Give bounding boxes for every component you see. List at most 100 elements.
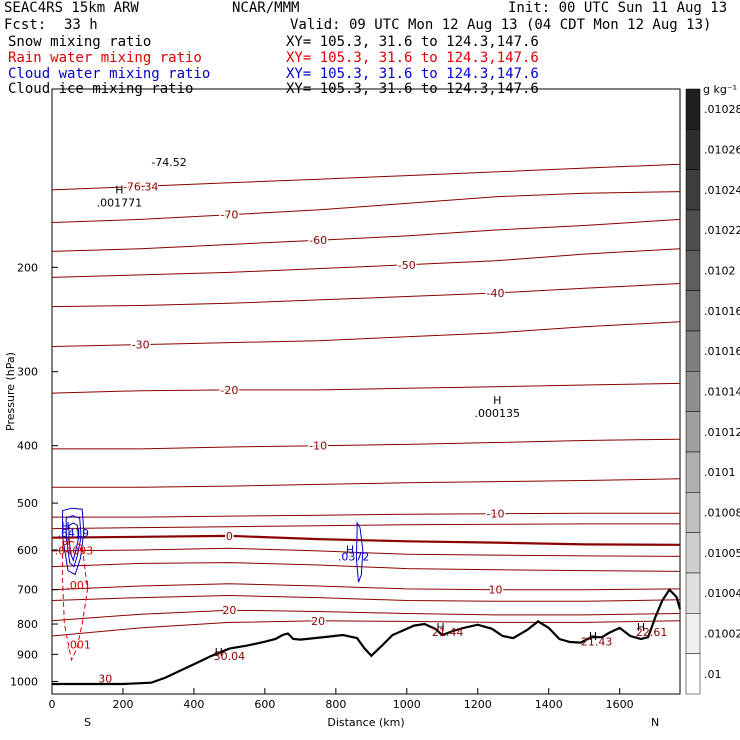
cloud-water-contour bbox=[62, 507, 85, 576]
north-endpoint-label: N bbox=[651, 716, 659, 729]
y-tick-label: 600 bbox=[17, 544, 38, 557]
contour-annotation: .6419 bbox=[58, 527, 90, 540]
x-tick-label: 1600 bbox=[606, 698, 634, 711]
isotherm-label: -60 bbox=[309, 234, 327, 247]
field-rain-xy: XY= 105.3, 31.6 to 124.3,147.6 bbox=[286, 50, 539, 66]
isotherm-label: -10 bbox=[487, 508, 505, 521]
isotherm-label: -40 bbox=[487, 287, 505, 300]
contour-annotation: -74.52 bbox=[151, 156, 186, 169]
colorbar-segment bbox=[685, 492, 701, 533]
isotherm-label: 20 bbox=[222, 604, 236, 617]
field-rain-name: Rain water mixing ratio bbox=[8, 50, 202, 66]
isotherm-label: -20 bbox=[220, 384, 238, 397]
colorbar-segment bbox=[685, 169, 701, 211]
forecast-hours: 33 h bbox=[64, 17, 98, 33]
contour-annotation: .001 bbox=[66, 639, 91, 652]
cloud-water-contour bbox=[355, 521, 364, 583]
colorbar-segment bbox=[685, 532, 701, 574]
isotherm-label: 10 bbox=[489, 584, 503, 597]
isotherm-line bbox=[51, 382, 681, 394]
y-tick-label: 200 bbox=[17, 261, 38, 274]
colorbar-segment bbox=[685, 250, 701, 291]
isotherm-line bbox=[51, 248, 681, 278]
isotherm-line bbox=[52, 478, 681, 488]
contour-annotation: .0372 bbox=[338, 551, 370, 564]
contour-annotation: H bbox=[346, 543, 354, 556]
isotherm-label: 20 bbox=[311, 615, 325, 628]
isotherm-line bbox=[51, 523, 680, 530]
contour-annotation: H bbox=[115, 183, 123, 196]
isotherm-line bbox=[51, 620, 681, 637]
y-tick-label: 300 bbox=[17, 366, 38, 379]
isotherm-label: -10 bbox=[309, 440, 327, 453]
colorbar-segment bbox=[685, 371, 701, 412]
y-tick-label: 500 bbox=[17, 497, 38, 510]
org-label: NCAR/MMM bbox=[232, 0, 300, 16]
colorbar-label: .01016 bbox=[704, 305, 740, 318]
valid-time: Valid: 09 UTC Mon 12 Aug 13 (04 CDT Mon … bbox=[290, 17, 712, 33]
rain-water-contour bbox=[62, 540, 89, 662]
colorbar-label: .01004 bbox=[704, 587, 740, 600]
isotherm-line bbox=[51, 534, 681, 546]
field-cloud-water-xy: XY= 105.3, 31.6 to 124.3,147.6 bbox=[286, 66, 539, 82]
colorbar-label: .01024 bbox=[704, 184, 740, 197]
isotherm-line bbox=[51, 163, 681, 191]
y-axis-label: Pressure (hPa) bbox=[4, 352, 17, 431]
field-snow-xy: XY= 105.3, 31.6 to 124.3,147.6 bbox=[286, 34, 539, 50]
y-tick-label: 400 bbox=[17, 440, 38, 453]
isotherm-line bbox=[51, 609, 681, 622]
x-tick-label: 1200 bbox=[464, 698, 492, 711]
colorbar-label: .01028 bbox=[704, 103, 740, 116]
colorbar-segment bbox=[685, 653, 701, 695]
colorbar-label: .01 bbox=[704, 668, 722, 681]
isotherm-line bbox=[51, 218, 681, 252]
colorbar-segment bbox=[685, 330, 701, 372]
colorbar-label: .01014 bbox=[704, 386, 740, 399]
contour-annotation: H bbox=[61, 536, 69, 549]
colorbar-label: .0102 bbox=[704, 265, 736, 278]
forecast-label: Fcst: bbox=[4, 17, 47, 33]
isotherm-label: -76.34 bbox=[123, 180, 158, 193]
colorbar-segment bbox=[685, 451, 701, 493]
colorbar-label: .01022 bbox=[704, 224, 740, 237]
contour-annotation: 22.61 bbox=[636, 626, 668, 639]
x-tick-label: 1000 bbox=[393, 698, 421, 711]
terrain-line bbox=[52, 587, 682, 686]
contour-annotation: H bbox=[637, 621, 645, 634]
isotherm-line bbox=[51, 283, 681, 308]
plot-frame bbox=[51, 88, 681, 695]
y-tick-label: 900 bbox=[17, 648, 38, 661]
contour-annotation: 30.04 bbox=[214, 650, 246, 663]
x-tick-label: 600 bbox=[254, 698, 275, 711]
y-tick-label: 700 bbox=[17, 584, 38, 597]
contour-annotation: .001 bbox=[66, 579, 91, 592]
model-title: SEAC4RS 15km ARW bbox=[4, 0, 139, 16]
isotherm-line bbox=[51, 583, 681, 591]
cloud-water-contour bbox=[65, 515, 82, 568]
colorbar-label: .01016 bbox=[704, 345, 740, 358]
colorbar-segment bbox=[685, 209, 701, 251]
south-endpoint-label: S bbox=[84, 716, 91, 729]
y-tick-label: 1000 bbox=[10, 675, 38, 688]
contour-annotation: .000135 bbox=[475, 407, 521, 420]
field-snow-name: Snow mixing ratio bbox=[8, 34, 152, 50]
isotherm-label: -50 bbox=[398, 259, 416, 272]
x-tick-label: 1400 bbox=[535, 698, 563, 711]
colorbar-label: .01005 bbox=[704, 547, 740, 560]
colorbar-label: .01002 bbox=[704, 628, 740, 641]
contour-annotation: 30 bbox=[98, 673, 112, 686]
x-tick-label: 400 bbox=[183, 698, 204, 711]
colorbar-unit: g kg⁻¹ bbox=[703, 83, 737, 96]
isotherm-label: -70 bbox=[220, 209, 238, 222]
contour-annotation: H bbox=[589, 630, 597, 643]
colorbar-segment bbox=[685, 411, 701, 453]
x-tick-label: 800 bbox=[325, 698, 346, 711]
contour-annotation: .04093 bbox=[55, 544, 94, 557]
isotherm-label: -30 bbox=[132, 339, 150, 352]
colorbar-label: .0101 bbox=[704, 466, 736, 479]
contour-annotation: H bbox=[436, 621, 444, 634]
colorbar-segment bbox=[685, 613, 701, 654]
x-tick-label: 200 bbox=[112, 698, 133, 711]
colorbar-label: .01012 bbox=[704, 426, 740, 439]
